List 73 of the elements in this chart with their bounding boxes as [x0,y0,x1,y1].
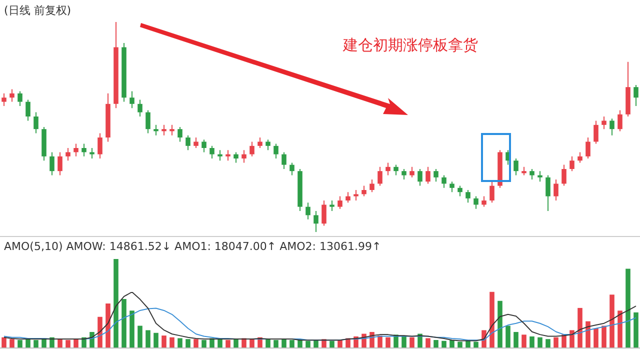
bar [594,328,598,348]
bar [226,340,230,348]
chart-title: (日线 前复权) [4,3,72,18]
bar [498,300,502,348]
bar [554,337,558,348]
bar [274,340,278,348]
bar [2,337,6,348]
bar [418,334,422,348]
bar [106,304,110,348]
bar [570,330,574,348]
bar [98,316,102,348]
bar [626,268,630,348]
candlestick [330,200,334,211]
bar [58,339,62,348]
bar [178,338,182,348]
bar [114,259,118,348]
bar [466,340,470,348]
bar [306,340,310,348]
bar [402,336,406,348]
bar [194,339,198,348]
bar [66,340,70,348]
bar [506,326,510,348]
bar [530,336,534,348]
bar [338,340,342,348]
bar [546,339,550,348]
bar [146,330,150,348]
bar [242,338,246,348]
bar [618,310,622,348]
bar [186,339,190,348]
bar [442,340,446,348]
bar [74,339,78,348]
bar [18,340,22,348]
bar [314,340,318,348]
bar [514,332,518,348]
bar [34,340,38,348]
bar [474,342,478,348]
annotation: 建仓初期涨停板拿货 [343,36,478,55]
candlestick [354,190,358,200]
bar [610,294,614,348]
chart-title: AMO(5,10) AMOW: 14861.52↓ AMO1: 18047.00↑ AMO2: 13061.99↑ [4,240,382,253]
bar [578,308,582,348]
bar [602,326,606,348]
bar [154,332,158,348]
bar [490,292,494,348]
bar [170,337,174,348]
bar [386,337,390,348]
bar [130,310,134,348]
bar [138,326,142,348]
bar [522,334,526,348]
bar [586,321,590,348]
bar [538,337,542,348]
bar [162,336,166,348]
bar [210,338,214,348]
bar [202,340,206,348]
bar [426,338,430,348]
bar [378,336,382,348]
candlestick [90,148,94,158]
bar [10,339,14,348]
bar [122,299,126,348]
bar [26,339,30,348]
bar [458,342,462,348]
bar [330,340,334,348]
bar [410,337,414,348]
bar [434,340,438,348]
bar [634,312,638,348]
bar [250,339,254,348]
bar [266,339,270,348]
bar [290,340,294,348]
bar [450,340,454,348]
bar [218,339,222,348]
bar [562,334,566,348]
bar [282,339,286,348]
bar [234,339,238,348]
